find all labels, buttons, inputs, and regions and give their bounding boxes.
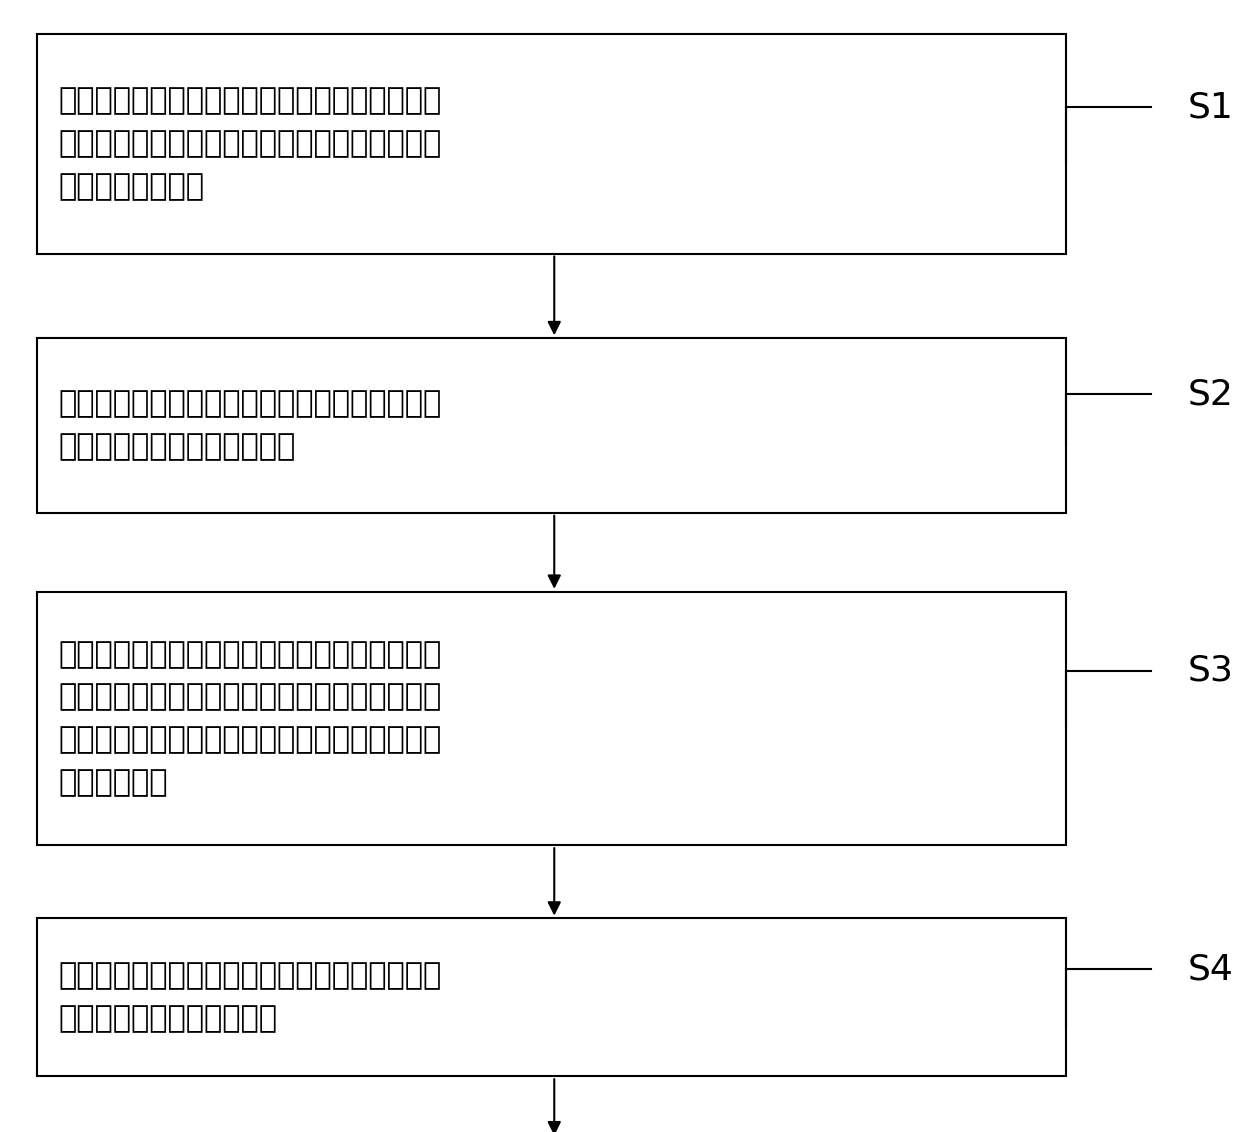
- Bar: [36, 338, 1066, 513]
- Text: 根据各个天线阵元的权值系数，控制各个天线阵
元发射信号发射，形成波束: 根据各个天线阵元的权值系数，控制各个天线阵 元发射信号发射，形成波束: [58, 961, 441, 1034]
- Text: 根据所述接收信号模型，得到天线阵列发射信号
到达所述期望目标空间位置处的导向矢量，并根
据所述导向矢量计算得到天线阵列中各个天线阵
元的权值系数: 根据所述接收信号模型，得到天线阵列发射信号 到达所述期望目标空间位置处的导向矢量…: [58, 640, 441, 797]
- Bar: [36, 592, 1066, 846]
- Text: 根据期望目标的空间位置信息，计算所述期望目
标空间位置处的接收信号模型: 根据期望目标的空间位置信息，计算所述期望目 标空间位置处的接收信号模型: [58, 389, 441, 462]
- Text: S2: S2: [1188, 377, 1234, 411]
- Text: S3: S3: [1188, 653, 1234, 687]
- Text: S1: S1: [1188, 91, 1234, 125]
- Text: 将天线阵列中各个天线阵元发射信号的发射频率
偏移量设置为均匀分布，建立随机频率偏移天线
阵列发射信号模型: 将天线阵列中各个天线阵元发射信号的发射频率 偏移量设置为均匀分布，建立随机频率偏…: [58, 86, 441, 201]
- Bar: [36, 34, 1066, 254]
- Text: S4: S4: [1188, 952, 1234, 986]
- Bar: [36, 918, 1066, 1077]
